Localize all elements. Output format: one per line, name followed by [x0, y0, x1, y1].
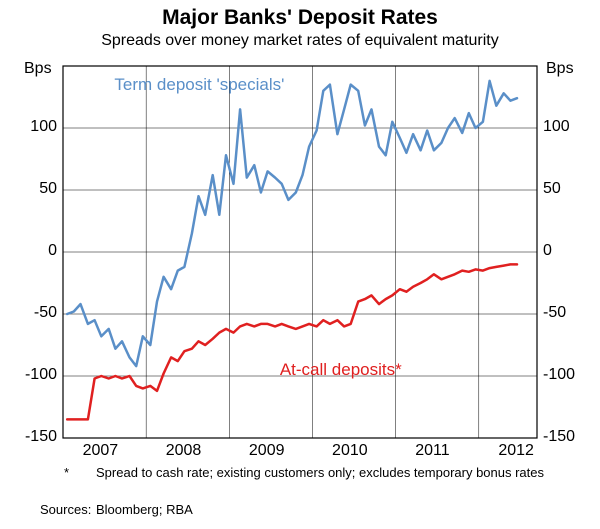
- x-tick: 2012: [498, 442, 534, 460]
- y-tick-left: 50: [39, 180, 57, 198]
- x-tick: 2011: [415, 442, 449, 460]
- x-tick: 2007: [83, 442, 119, 460]
- series-label-at-call: At-call deposits*: [231, 360, 451, 380]
- y-tick-right: -100: [543, 366, 575, 384]
- series-label-term-deposit: Term deposit 'specials': [89, 75, 309, 95]
- x-tick: 2008: [166, 442, 202, 460]
- y-tick-right: 50: [543, 180, 561, 198]
- y-tick-left: -50: [34, 304, 57, 322]
- footnote-text: Spread to cash rate; existing customers …: [96, 465, 566, 481]
- footnote-marker: *: [64, 465, 69, 480]
- sources-text: Bloomberg; RBA: [96, 502, 193, 517]
- sources-label: Sources:: [40, 502, 91, 517]
- x-tick: 2010: [332, 442, 368, 460]
- y-tick-left: 0: [48, 242, 57, 260]
- y-tick-left: -150: [25, 428, 57, 446]
- y-tick-right: -150: [543, 428, 575, 446]
- x-tick: 2009: [249, 442, 285, 460]
- y-tick-right: 0: [543, 242, 552, 260]
- y-tick-left: 100: [30, 118, 57, 136]
- chart-container: Major Banks' Deposit Rates Spreads over …: [0, 0, 600, 529]
- y-axis-label-left: Bps: [24, 60, 52, 78]
- y-tick-left: -100: [25, 366, 57, 384]
- y-tick-right: 100: [543, 118, 570, 136]
- y-axis-label-right: Bps: [546, 60, 574, 78]
- y-tick-right: -50: [543, 304, 566, 322]
